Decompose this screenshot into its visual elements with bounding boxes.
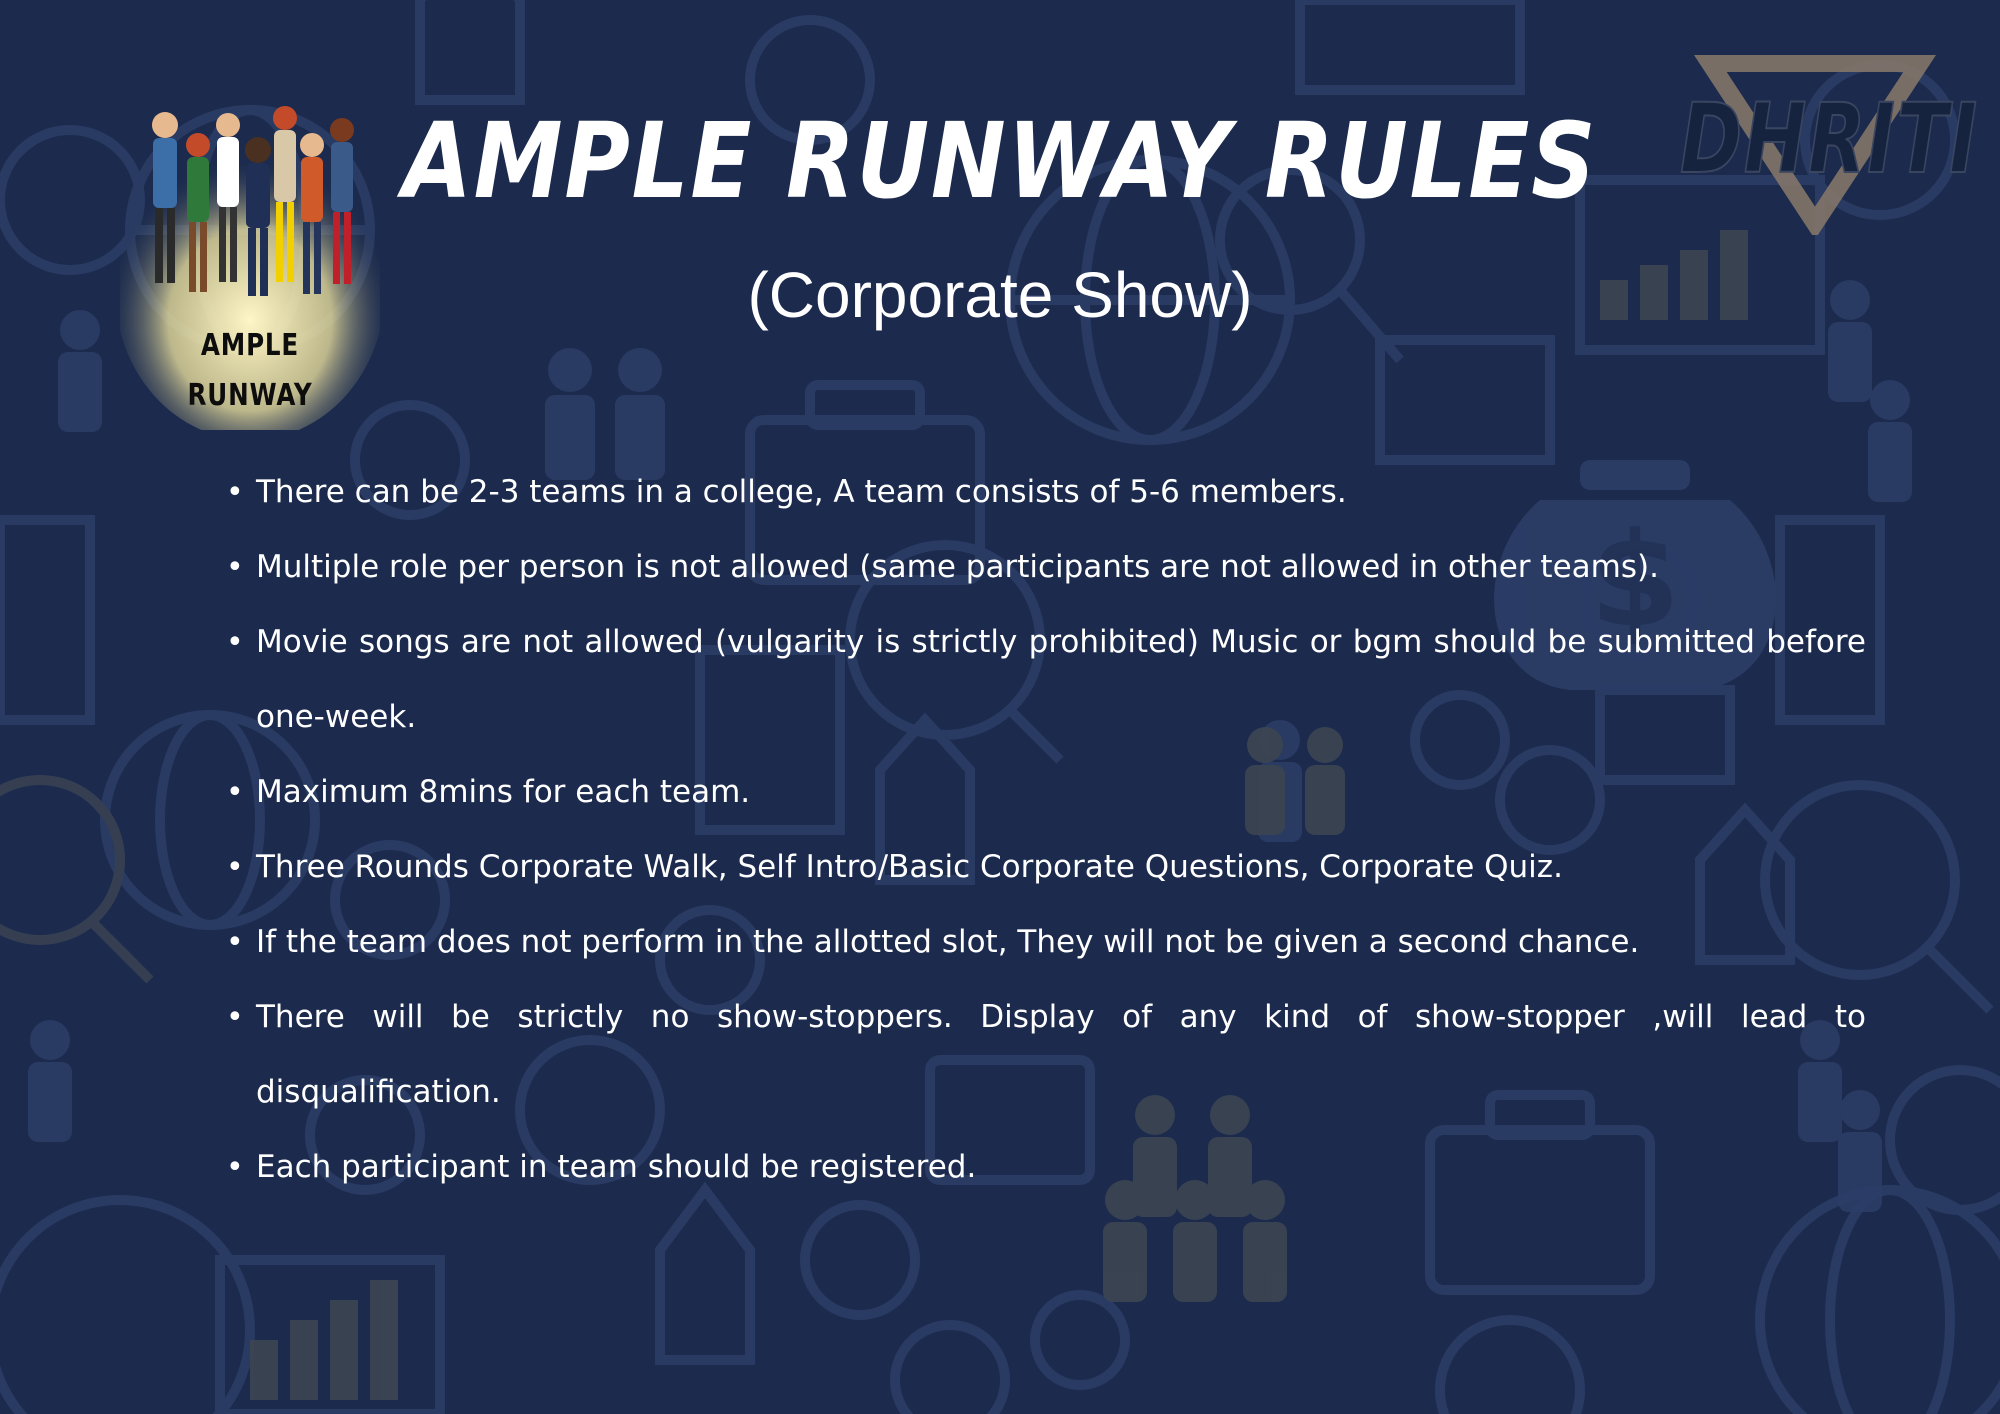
ample-runway-logo: AMPLE RUNWAY (120, 90, 380, 430)
rule-item: There will be strictly no show-stoppers.… (226, 980, 1866, 1130)
rule-item: Movie songs are not allowed (vulgarity i… (226, 605, 1866, 755)
dhriti-logo: DHRITI (1670, 55, 1979, 235)
rule-item: There can be 2-3 teams in a college, A t… (226, 455, 1866, 530)
rule-item: Multiple role per person is not allowed … (226, 530, 1866, 605)
rule-item: Three Rounds Corporate Walk, Self Intro/… (226, 830, 1866, 905)
logo-text-line-2: RUNWAY (187, 378, 313, 413)
logo-text-line-1: AMPLE (200, 328, 300, 363)
rule-item: Each participant in team should be regis… (226, 1130, 1866, 1205)
page-title: AMPLE RUNWAY RULES (402, 100, 1598, 222)
dhriti-logo-text: DHRITI (1679, 82, 1979, 196)
page-subtitle: (Corporate Show) (747, 259, 1253, 331)
rule-item: Maximum 8mins for each team. (226, 755, 1866, 830)
rules-list: There can be 2-3 teams in a college, A t… (226, 455, 1866, 1205)
fashion-group-icon (120, 106, 380, 430)
triangle-icon (1693, 55, 1937, 235)
rule-item: If the team does not perform in the allo… (226, 905, 1866, 980)
